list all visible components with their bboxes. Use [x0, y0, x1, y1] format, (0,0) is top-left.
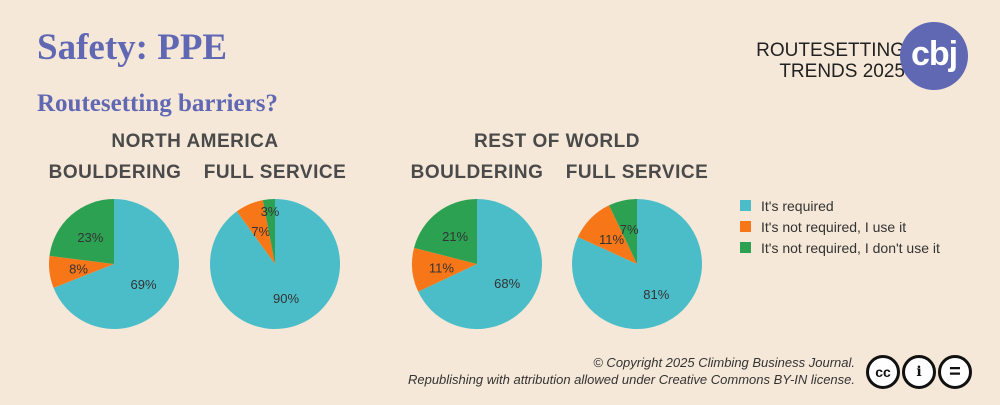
legend-swatch-required	[740, 200, 751, 211]
pie-label-row-bouldering-required: 68%	[494, 276, 520, 291]
pie-label-row-full-service-required: 81%	[643, 287, 669, 302]
column-label-na-full-service: FULL SERVICE	[203, 162, 347, 183]
pie-slice-row-full-service-not-required-use	[577, 205, 637, 264]
legend-label-not-required-dont-use: It's not required, I don't use it	[761, 239, 940, 256]
pie-slice-na-bouldering-required	[53, 199, 179, 329]
region-rest-of-world: REST OF WORLD	[474, 131, 640, 152]
pie-slice-na-bouldering-not-required-dont-use	[49, 199, 114, 264]
brand-text: ROUTESETTING TRENDS 2025	[756, 40, 905, 82]
pie-label-na-bouldering-not-required-use: 8%	[69, 261, 88, 276]
pie-slice-row-bouldering-required	[418, 199, 543, 329]
page-title: Safety: PPE	[37, 27, 228, 68]
brand-line-1: ROUTESETTING	[756, 40, 905, 61]
column-label-row-full-service: FULL SERVICE	[565, 162, 709, 183]
copyright-line-1: © Copyright 2025 Climbing Business Journ…	[593, 355, 855, 370]
copyright-notice: © Copyright 2025 Climbing Business Journ…	[408, 354, 855, 388]
page-subtitle: Routesetting barriers?	[37, 90, 278, 117]
cbj-logo: cbj	[900, 22, 968, 90]
legend-label-not-required-use: It's not required, I use it	[761, 218, 907, 235]
no-derivatives-icon: =	[938, 355, 972, 389]
pie-label-row-full-service-not-required-dont-use: 7%	[620, 222, 639, 237]
pie-slice-na-full-service-not-required-dont-use	[262, 199, 275, 264]
column-label-na-bouldering: BOULDERING	[48, 162, 182, 183]
pie-label-na-bouldering-not-required-dont-use: 23%	[77, 230, 103, 245]
pie-slice-row-full-service-not-required-dont-use	[609, 199, 637, 264]
pie-slice-na-full-service-not-required-use	[236, 200, 275, 264]
legend: It's required It's not required, I use i…	[740, 195, 940, 258]
brand-line-2: TRENDS 2025	[779, 61, 905, 82]
legend-item-not-required-use: It's not required, I use it	[740, 216, 940, 237]
pie-label-na-full-service-not-required-dont-use: 3%	[261, 204, 280, 219]
legend-swatch-not-required-dont-use	[740, 242, 751, 253]
region-north-america: NORTH AMERICA	[111, 131, 279, 152]
legend-swatch-not-required-use	[740, 221, 751, 232]
pie-label-row-full-service-not-required-use: 11%	[599, 232, 624, 247]
copyright-line-2: Republishing with attribution allowed un…	[407, 372, 855, 387]
pie-label-row-bouldering-not-required-use: 11%	[429, 260, 454, 275]
legend-label-required: It's required	[761, 197, 834, 214]
pie-slice-na-full-service-required	[209, 199, 340, 330]
pie-slice-row-bouldering-not-required-use	[412, 247, 477, 292]
pie-slice-row-bouldering-not-required-dont-use	[414, 199, 477, 264]
creative-commons-icon: cc	[866, 355, 900, 389]
pie-label-na-full-service-not-required-use: 7%	[251, 224, 270, 239]
pie-slice-na-bouldering-not-required-use	[48, 255, 114, 288]
pie-label-row-bouldering-not-required-dont-use: 21%	[442, 229, 468, 244]
pie-label-na-full-service-required: 90%	[273, 291, 299, 306]
attribution-icon: i	[902, 355, 936, 389]
column-label-row-bouldering: BOULDERING	[410, 162, 544, 183]
pie-label-na-bouldering-required: 69%	[131, 277, 157, 292]
legend-item-required: It's required	[740, 195, 940, 216]
legend-item-not-required-dont-use: It's not required, I don't use it	[740, 237, 940, 258]
